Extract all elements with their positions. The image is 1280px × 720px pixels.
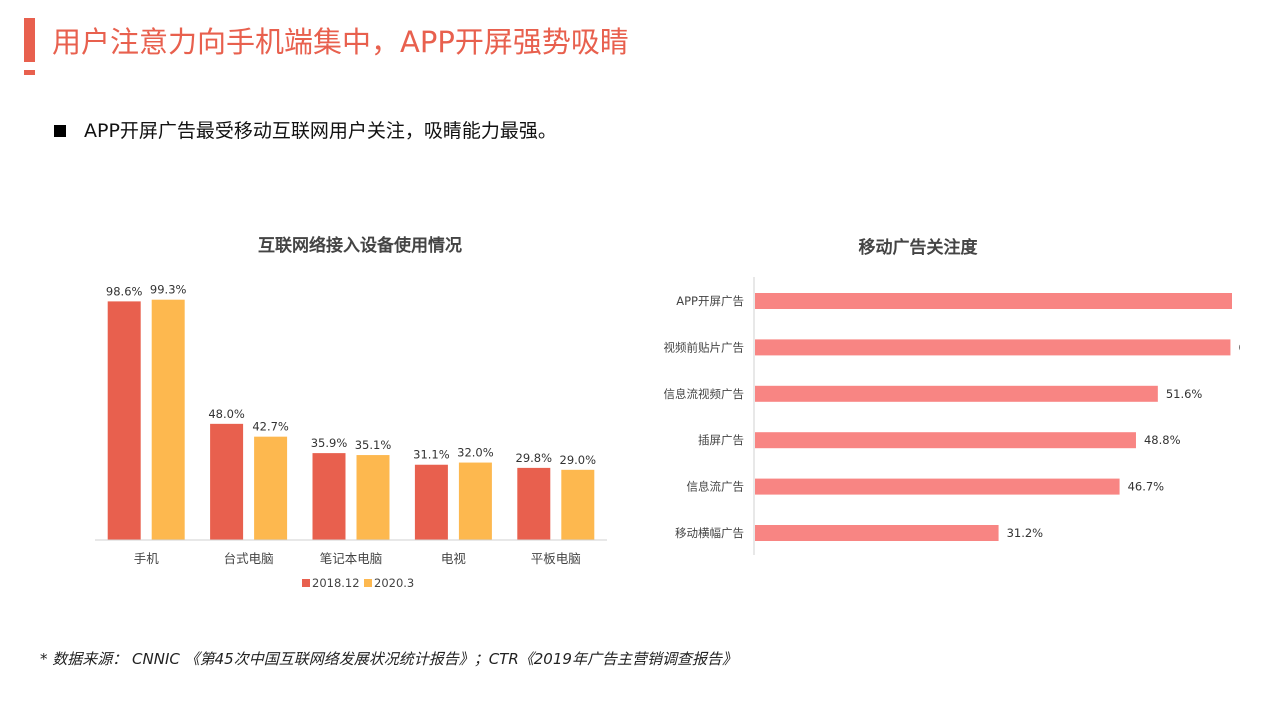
bar-1 [107,301,141,540]
y-tick-label: APP开屏广告 [676,294,744,308]
hbar [755,432,1136,449]
bar-1 [517,467,551,540]
bar-value-label: 29.8% [516,451,553,465]
x-tick-label: 台式电脑 [224,551,274,566]
page-title: 用户注意力向手机端集中，APP开屏强势吸睛 [52,25,629,59]
y-tick-label: 插屏广告 [698,433,744,447]
bar-1 [210,423,244,540]
title-accent-mark [24,70,35,75]
legend-label-2: 2020.3 [374,576,414,590]
chart-title: 移动广告关注度 [859,237,979,258]
bar-value-label: 35.9% [311,436,348,450]
bar-2 [151,299,185,540]
legend-swatch-2 [364,579,372,587]
bar-1 [312,453,346,540]
bullet-square [54,125,66,137]
hbar [755,339,1231,356]
x-tick-label: 电视 [441,551,467,566]
ad-attention-chart: 移动广告关注度APP开屏广告61.1%视频前贴片广告60.9%信息流视频广告51… [640,225,1277,565]
device-usage-chart-svg: 互联网络接入设备使用情况 98.6% 99.3% 手机 48.0% 42.7% 台式电脑 35… [95,235,607,590]
x-tick-label: 笔记本电脑 [320,551,383,566]
device-usage-chart: 互联网络接入设备使用情况 98.6% 99.3% 手机 48.0% 42.7% 台式电脑 35… [80,225,620,605]
hbar-value-label: 31.2% [1007,526,1044,540]
bar-2 [254,436,288,540]
bar-2 [458,462,492,540]
bar-2 [356,455,390,540]
title-accent-bar [24,18,35,62]
hbar [755,525,999,541]
y-tick-label: 信息流广告 [687,480,745,494]
hbar [755,385,1158,402]
bar-value-label: 98.6% [106,284,143,298]
bar-value-label: 32.0% [457,446,494,460]
x-tick-label: 平板电脑 [531,551,581,566]
hbar [755,478,1120,495]
y-tick-label: 信息流视频广告 [664,387,745,401]
hbar-value-label: 51.6% [1166,387,1203,401]
hbar-value-label: 46.7% [1128,480,1165,494]
bullet-text: APP开屏广告最受移动互联网用户关注，吸睛能力最强。 [84,120,557,142]
y-tick-label: 移动横幅广告 [675,526,744,540]
source-footnote: * 数据来源： CNNIC 《第45次中国互联网络发展状况统计报告》；CTR《2… [40,650,737,668]
bar-2 [561,469,595,540]
hbar [755,293,1232,309]
x-tick-label: 手机 [134,551,160,566]
legend-label-1: 2018.12 [312,576,360,590]
legend-swatch-1 [302,579,310,587]
bar-value-label: 31.1% [413,448,450,462]
bar-1 [414,464,448,540]
bar-value-label: 48.0% [208,407,245,421]
bar-value-label: 35.1% [355,438,392,452]
hbar-value-label: 48.8% [1144,433,1181,447]
chart-title: 互联网络接入设备使用情况 [258,235,462,256]
bar-value-label: 42.7% [252,420,289,434]
ad-attention-chart-svg: 移动广告关注度APP开屏广告61.1%视频前贴片广告60.9%信息流视频广告51… [664,237,1277,555]
bar-value-label: 29.0% [560,453,597,467]
bar-value-label: 99.3% [150,283,187,297]
y-tick-label: 视频前贴片广告 [664,340,745,354]
hbar-value-label: 60.9% [1238,340,1240,354]
